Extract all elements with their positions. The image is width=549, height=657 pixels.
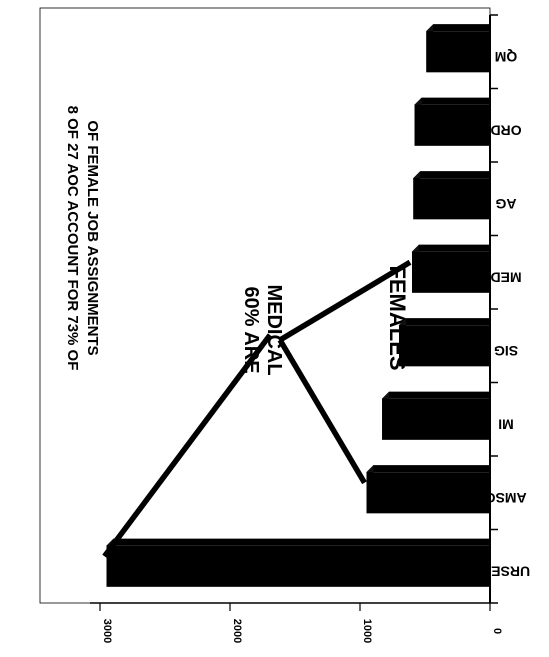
title-group: FEMALES 8 OF 27 AOC ACCOUNT FOR 73% OF O… — [64, 106, 410, 371]
annotation: 60% ARE MEDICAL — [102, 259, 412, 558]
bar-face — [414, 104, 490, 146]
bar-depth — [414, 97, 490, 105]
category-label: AMSC — [485, 490, 526, 506]
bar — [426, 24, 490, 73]
bar-depth — [106, 538, 490, 546]
bar-face — [399, 325, 490, 367]
chart-subtitle-line2: OF FEMALE JOB ASSIGNMENTS — [84, 120, 101, 355]
bar — [412, 244, 490, 293]
bar-face — [412, 251, 490, 293]
bar — [106, 538, 490, 587]
value-tick-label: 0 — [491, 628, 503, 634]
chart-subtitle-line1: 8 OF 27 AOC ACCOUNT FOR 73% OF — [64, 106, 81, 371]
bar-face — [366, 472, 490, 514]
value-axis: 0 1000 2000 3000 — [90, 602, 503, 643]
bar — [414, 97, 490, 146]
value-tick-label: 1000 — [361, 619, 373, 643]
bar-face — [413, 178, 490, 220]
bar-face — [426, 31, 490, 73]
annotation-pointer — [277, 338, 367, 485]
category-label: URSES — [482, 563, 530, 579]
value-tick-label: 3000 — [101, 619, 113, 643]
bar-depth — [399, 318, 490, 326]
category-label: MI — [498, 416, 514, 432]
bars — [106, 24, 490, 587]
category-label: SIG — [494, 343, 518, 359]
bar — [399, 318, 490, 367]
bar — [413, 171, 490, 220]
category-label: MED — [490, 269, 521, 285]
annotation-pointer — [102, 333, 273, 558]
category-label: AG — [495, 196, 516, 212]
value-tick-label: 2000 — [231, 619, 243, 643]
bar-depth — [413, 171, 490, 179]
bar-depth — [382, 391, 490, 399]
category-label: ORD — [490, 122, 521, 138]
bar-depth — [366, 465, 490, 473]
bar — [382, 391, 490, 440]
bar-face — [106, 545, 490, 587]
category-label: QM — [495, 49, 518, 65]
bar — [366, 465, 490, 514]
bar-depth — [426, 24, 490, 32]
bar-face — [382, 398, 490, 440]
annotation-line2: MEDICAL — [263, 284, 285, 375]
bar-depth — [412, 244, 490, 252]
annotation-pointer — [278, 259, 412, 343]
